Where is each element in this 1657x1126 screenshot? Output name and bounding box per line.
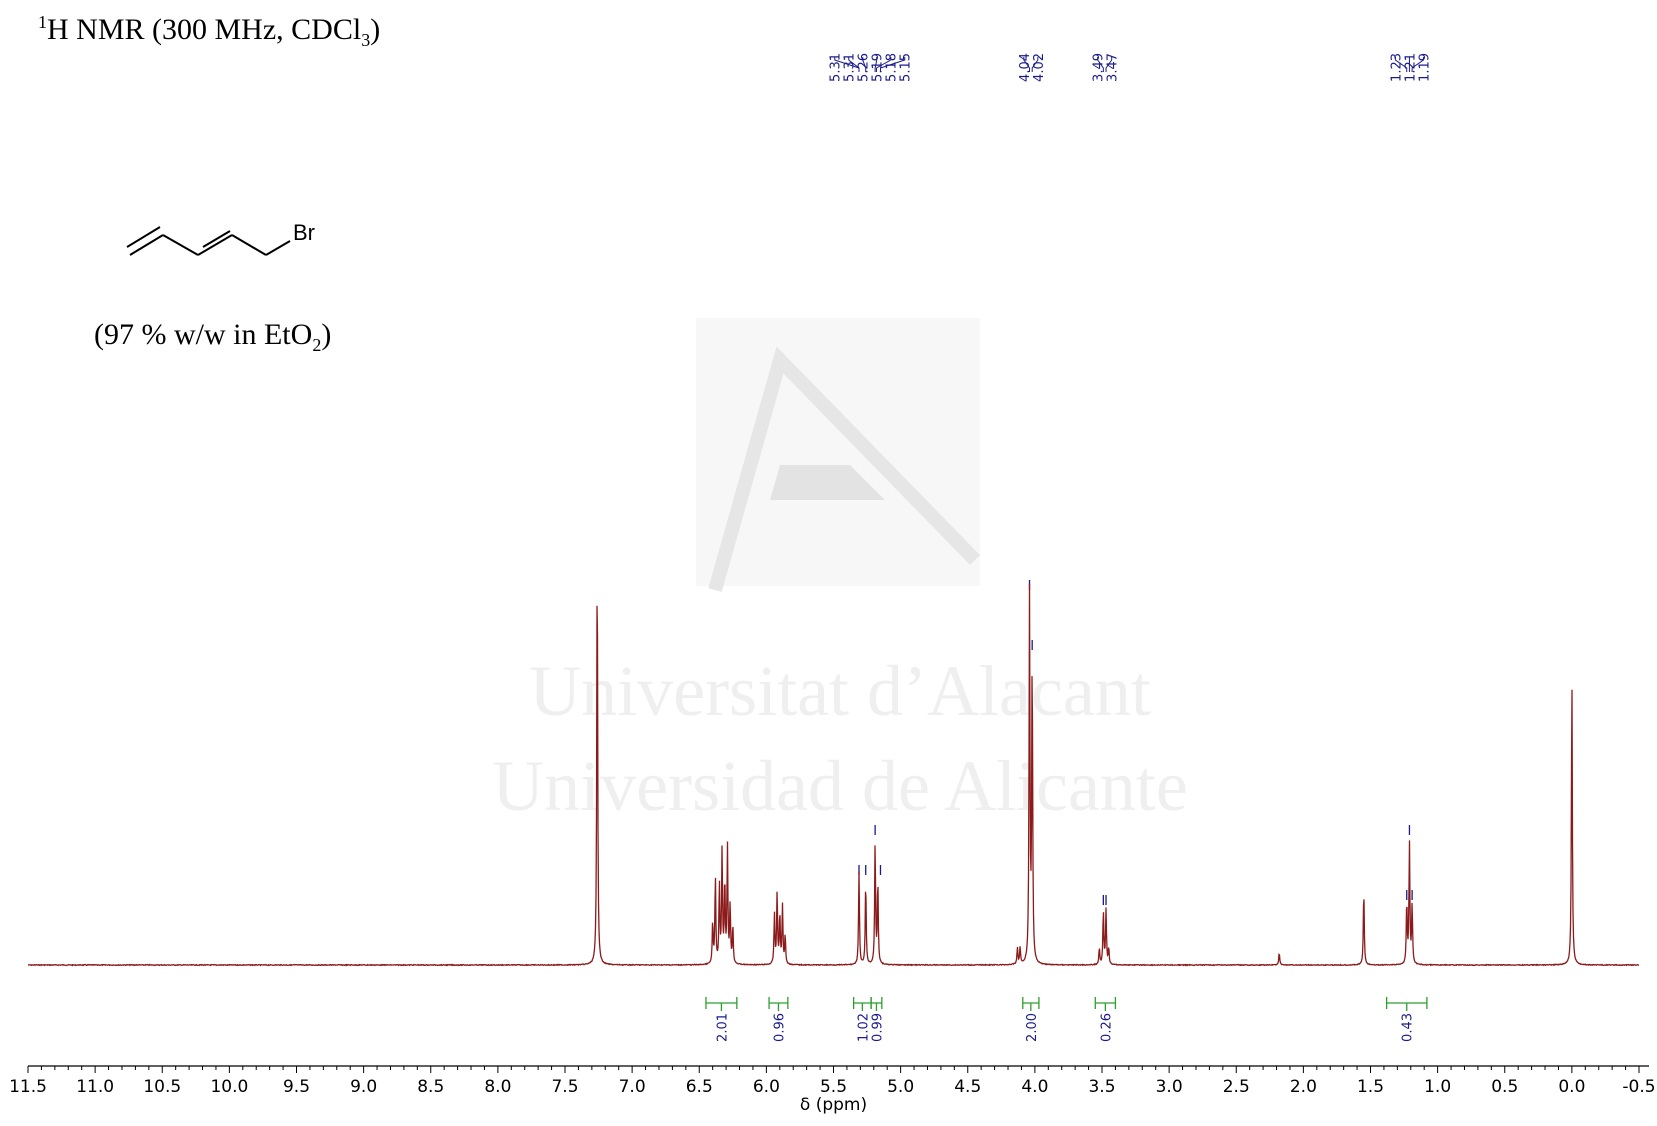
watermark-line-2: Universidad de Alicante [492,746,1188,826]
peak-label: 5.31 [843,53,858,82]
bond-c4-c5 [231,234,267,256]
x-tick-label: 8.0 [484,1077,511,1097]
x-tick-label: 2.0 [1290,1077,1317,1097]
peak-label-connector [848,57,860,72]
peak-label: 5.31 [829,53,844,82]
peak-label-connector [1031,57,1039,72]
x-tick-label: 9.0 [350,1077,377,1097]
integral-label: 1.02 [856,1013,871,1042]
peak-label-connector [1394,57,1408,72]
watermark-logo-bar [770,465,885,500]
x-tick-label: 0.5 [1491,1077,1518,1097]
integral-label: 2.01 [715,1013,730,1042]
x-tick-label: 3.5 [1088,1077,1115,1097]
x-tick-label: 7.0 [619,1077,646,1097]
integral-label: 0.26 [1099,1013,1114,1042]
integral-label: 0.96 [772,1013,787,1042]
bond-c1-c2-double [126,226,161,248]
x-tick-label: -0.5 [1622,1077,1655,1097]
peak-label: 5.15 [899,53,914,82]
peak-labels: 5.31 5.31 5.26 5.19 5.18 5.15 4.04 4.02 3.49 3.47… [829,53,1432,905]
x-tick-label: 5.5 [820,1077,847,1097]
x-tick-label: 10.5 [143,1077,181,1097]
peak-label-connector [862,57,867,72]
x-tick-label: 7.5 [551,1077,578,1097]
peak-label-connector [879,57,906,72]
peak-label: 5.26 [857,53,872,82]
peak-label-connector [1097,57,1104,72]
peak-label-connector [874,57,878,72]
integral-label: 2.00 [1025,1013,1040,1042]
molecule-structure [126,226,291,256]
x-tick-label: 11.0 [76,1077,114,1097]
integrals: 2.01 0.96 1.02 0.99 2.00 0.26 0.43 [705,997,1428,1042]
x-tick-label: 4.0 [1021,1077,1048,1097]
title-end: ) [370,13,381,46]
x-axis: 11.5 11.0 10.5 10.0 9.5 9.0 8.5 8.0 7.5 7.0 6.5 6.0… [9,1065,1656,1115]
spectrum-title: 1H NMR (300 MHz, CDCl3) [38,12,380,51]
peak-label-connector [1411,57,1424,72]
peak-label-connector [1023,57,1031,72]
watermark-panel [696,318,980,586]
bond-c1-c2 [129,234,164,256]
x-tick-label: 9.5 [283,1077,310,1097]
integral-label: 0.43 [1401,1013,1416,1042]
peak-label: 4.02 [1032,53,1047,82]
integral-label: 0.99 [870,1013,885,1042]
bond-c3-c4 [197,234,233,256]
university-watermark: Universitat d’Alacant Universidad de Ali… [492,318,1188,826]
x-tick-label: 8.5 [417,1077,444,1097]
bond-c5-br [265,240,291,256]
title-superscript: 1 [38,12,47,32]
peak-label: 3.49 [1092,53,1107,82]
peak-label-connector [1105,57,1113,72]
x-tick-label: 5.0 [887,1077,914,1097]
solution-pre: (97 % w/w in EtO [94,318,313,351]
title-main: H NMR (300 MHz, CDCl [47,13,362,46]
peak-label: 1.19 [1417,53,1432,82]
x-axis-label: δ (ppm) [800,1095,867,1115]
x-tick-label: 10.0 [210,1077,248,1097]
solution-subscript: 2 [312,335,322,355]
bond-c2-c3 [162,234,199,256]
peak-label: 3.47 [1106,53,1121,82]
peak-label: 1.21 [1403,53,1418,82]
spectrum-trace [28,583,1640,967]
x-tick-label: 1.5 [1357,1077,1384,1097]
peak-label: 1.23 [1389,53,1404,82]
watermark-line-1: Universitat d’Alacant [529,651,1151,731]
solution-end: ) [321,318,332,351]
title-subscript: 3 [361,30,371,50]
bromine-label: Br [293,220,315,245]
peak-label: 5.18 [885,53,900,82]
peak-label: 4.04 [1018,53,1033,82]
watermark-logo-triangle [708,346,981,592]
solution-note: (97 % w/w in EtO2) [94,318,331,356]
x-tick-label: 6.5 [686,1077,713,1097]
bond-c3-c4-double [202,230,231,248]
peak-label-connector [875,57,892,72]
x-tick-label: 2.5 [1223,1077,1250,1097]
x-tick-label: 11.5 [9,1077,47,1097]
x-tick-label: 3.0 [1156,1077,1183,1097]
x-tick-label: 0.0 [1558,1077,1585,1097]
x-tick-label: 6.0 [753,1077,780,1097]
x-tick-label: 4.5 [954,1077,981,1097]
x-tick-label: 1.0 [1424,1077,1451,1097]
